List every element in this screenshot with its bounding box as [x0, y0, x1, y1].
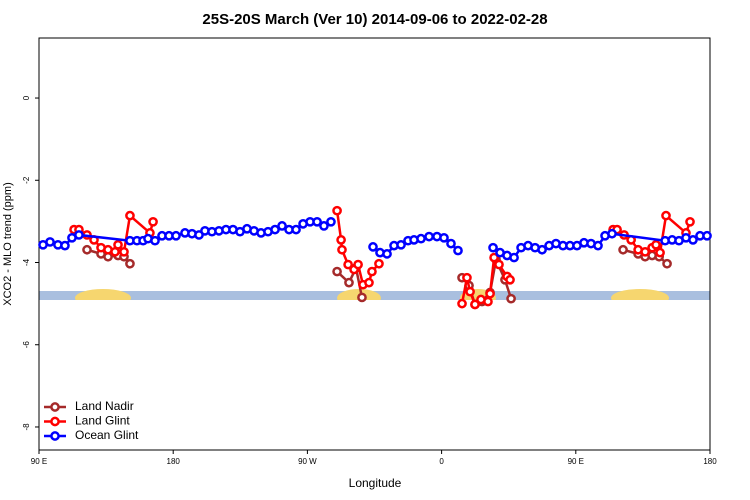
data-point	[337, 244, 347, 255]
x-tick-label: 180	[703, 457, 717, 466]
data-point	[357, 292, 367, 303]
data-point	[45, 237, 55, 247]
data-point	[537, 244, 547, 255]
x-tick-label: 90 E	[31, 457, 47, 466]
data-point	[462, 272, 472, 283]
y-tick-label: -2	[22, 176, 31, 184]
data-point	[505, 274, 515, 285]
legend-label: Ocean Glint	[75, 428, 139, 442]
data-point	[74, 230, 84, 240]
data-point	[506, 293, 516, 304]
data-point	[483, 296, 493, 307]
data-point	[113, 239, 123, 250]
data-point	[618, 244, 628, 255]
legend-marker	[50, 431, 60, 441]
data-point	[509, 252, 519, 263]
data-point	[640, 246, 650, 257]
data-point	[277, 221, 287, 231]
data-point	[457, 298, 467, 309]
y-tick-label: -4	[22, 258, 31, 266]
data-point	[343, 259, 353, 270]
data-point	[312, 216, 322, 227]
data-point	[60, 240, 70, 251]
data-point	[171, 230, 181, 241]
land-map-band	[39, 289, 710, 308]
data-point	[336, 235, 346, 245]
chart-title: 25S-20S March (Ver 10) 2014-09-06 to 202…	[202, 11, 547, 28]
x-tick-label: 0	[439, 457, 444, 466]
data-point	[344, 277, 354, 288]
data-point	[607, 228, 617, 239]
data-point	[494, 259, 504, 270]
y-tick-label: -8	[22, 423, 31, 431]
data-point	[332, 266, 342, 277]
data-point	[439, 232, 449, 243]
data-point	[702, 230, 712, 241]
data-point	[319, 221, 329, 231]
data-point	[368, 242, 378, 252]
data-point	[353, 259, 363, 270]
data-point	[661, 210, 671, 221]
data-point	[82, 244, 92, 255]
data-point	[125, 210, 135, 221]
y-tick-label: -6	[22, 341, 31, 349]
data-point	[489, 252, 499, 263]
data-point	[465, 286, 475, 297]
y-axis-label: XCO2 - MLO trend (ppm)	[2, 182, 14, 305]
data-point	[125, 258, 135, 269]
x-tick-label: 90 W	[298, 457, 317, 466]
data-point	[416, 233, 426, 244]
data-point	[374, 258, 384, 269]
data-point	[396, 239, 406, 250]
data-point	[453, 245, 463, 256]
data-point	[651, 239, 661, 250]
data-point	[119, 246, 129, 257]
data-point	[470, 299, 480, 310]
x-tick-label: 90 E	[568, 457, 584, 466]
legend-marker	[50, 402, 60, 412]
data-point	[291, 224, 301, 235]
y-tick-label: 0	[22, 95, 31, 100]
data-point	[662, 258, 672, 269]
data-point	[688, 235, 698, 245]
data-point	[332, 205, 342, 216]
data-point	[270, 224, 280, 235]
data-point	[326, 216, 336, 227]
data-point	[148, 216, 158, 227]
data-point	[488, 242, 498, 253]
legend-label: Land Nadir	[75, 399, 134, 413]
x-tick-label: 180	[167, 457, 181, 466]
data-point	[150, 235, 160, 246]
data-point	[593, 240, 603, 251]
data-point	[364, 277, 374, 288]
data-point	[446, 238, 456, 249]
x-axis-label: Longitude	[349, 476, 402, 490]
data-point	[685, 216, 695, 227]
data-point	[655, 247, 665, 258]
data-point	[367, 266, 377, 277]
data-point	[485, 288, 495, 299]
data-point	[424, 231, 434, 242]
legend-marker	[50, 416, 60, 427]
band-mask	[39, 300, 710, 308]
legend-label: Land Glint	[75, 414, 130, 428]
data-point	[382, 249, 392, 259]
